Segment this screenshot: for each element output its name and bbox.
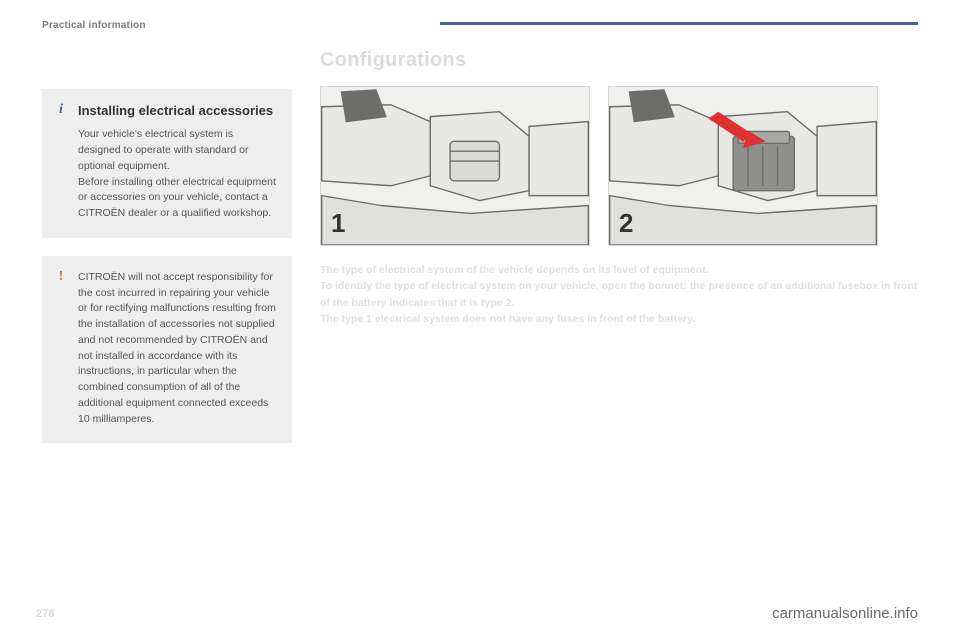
header-rule: [440, 22, 918, 25]
warning-text: CITROËN will not accept responsibility f…: [78, 270, 278, 428]
info-body: Installing electrical accessories Your v…: [78, 103, 278, 222]
page-number: 278: [36, 608, 54, 620]
figures-row: 1: [320, 86, 918, 246]
right-column: Configurations: [320, 89, 918, 443]
body-text: The type of electrical system of the veh…: [320, 262, 918, 327]
watermark: carmanualsonline.info: [772, 605, 918, 622]
info-text: Your vehicle's electrical system is desi…: [78, 127, 278, 222]
content-row: i Installing electrical accessories Your…: [42, 89, 918, 443]
left-column: i Installing electrical accessories Your…: [42, 89, 292, 443]
figure-1: 1: [320, 86, 590, 246]
info-icon: i: [54, 102, 68, 116]
manual-page: Practical information i Installing elect…: [0, 0, 960, 640]
figure-1-label: 1: [331, 208, 345, 239]
page-heading: Configurations: [320, 49, 918, 72]
figure-2-art: [609, 87, 877, 245]
figure-2-label: 2: [619, 208, 633, 239]
figure-1-art: [321, 87, 589, 245]
warning-callout: ! CITROËN will not accept responsibility…: [42, 256, 292, 444]
info-callout: i Installing electrical accessories Your…: [42, 89, 292, 238]
warning-icon: !: [54, 269, 68, 283]
info-title: Installing electrical accessories: [78, 103, 278, 119]
figure-2: 2: [608, 86, 878, 246]
warning-body: CITROËN will not accept responsibility f…: [78, 270, 278, 428]
